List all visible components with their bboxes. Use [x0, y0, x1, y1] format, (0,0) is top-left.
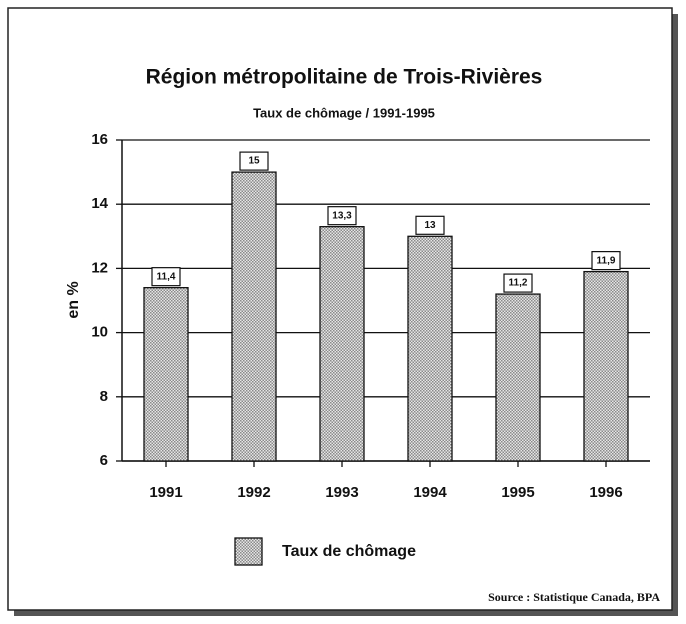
value-label-box [151, 267, 181, 287]
y-tick-label: 10 [91, 324, 108, 341]
bar [143, 287, 189, 462]
value-label-box [503, 273, 533, 293]
source: Source : Statistique Canada, BPA [488, 590, 660, 604]
legend-swatch [234, 537, 263, 566]
bar [231, 171, 277, 462]
value-label: 11,4 [157, 271, 176, 282]
y-axis-label: en % [65, 281, 82, 318]
value-label-box [591, 251, 621, 271]
legend-label: Taux de chômage [282, 543, 416, 560]
y-tick-label: 12 [91, 259, 108, 276]
value-label-box [415, 215, 445, 235]
y-tick-label: 16 [91, 131, 108, 148]
x-tick-label: 1992 [237, 484, 270, 501]
bar [319, 226, 365, 462]
y-tick-label: 6 [100, 452, 108, 469]
bar [495, 293, 541, 462]
y-tick-label: 14 [91, 195, 108, 212]
bar [583, 270, 629, 462]
x-tick-label: 1995 [501, 484, 534, 501]
value-label: 15 [248, 156, 260, 167]
x-tick-label: 1994 [413, 484, 447, 501]
value-label-box [239, 151, 269, 171]
x-tick-label: 1991 [149, 484, 182, 501]
value-label: 13,3 [332, 210, 352, 221]
y-tick-label: 8 [100, 388, 108, 405]
chart-subtitle: Taux de chômage / 1991-1995 [253, 105, 435, 120]
value-label-box [327, 206, 357, 226]
x-tick-label: 1993 [325, 484, 358, 501]
bar [407, 235, 453, 462]
x-tick-label: 1996 [589, 484, 622, 501]
value-label: 11,2 [509, 278, 528, 289]
value-label: 11,9 [597, 255, 616, 266]
value-label: 13 [424, 220, 436, 231]
chart-title: Région métropolitaine de Trois-Rivières [146, 66, 543, 89]
